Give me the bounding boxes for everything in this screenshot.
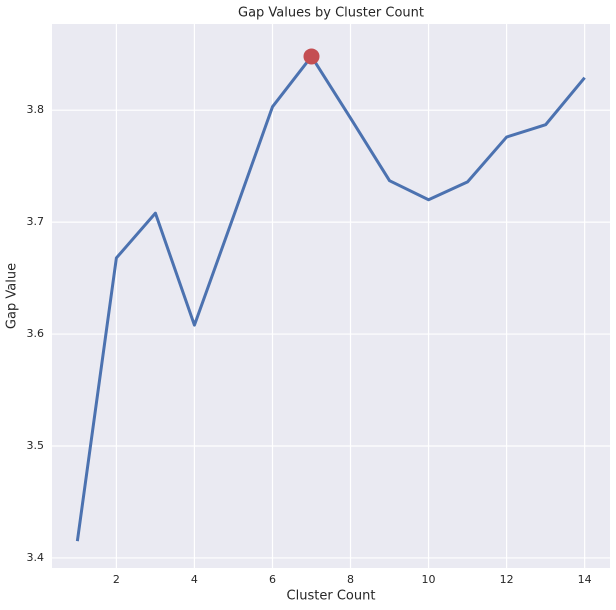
plot-area (52, 24, 610, 568)
y-tick-label: 3.5 (27, 439, 45, 452)
x-tick-label: 2 (113, 573, 120, 586)
highlight-point (303, 48, 320, 65)
x-tick-label: 12 (500, 573, 514, 586)
y-axis-label: Gap Value (5, 263, 20, 329)
x-tick-label: 6 (269, 573, 276, 586)
x-tick-label: 4 (191, 573, 198, 586)
y-tick-label: 3.8 (27, 103, 45, 116)
line-series (75, 54, 586, 542)
y-tick-label: 3.7 (27, 215, 45, 228)
x-axis-label: Cluster Count (287, 589, 376, 604)
y-tick-label: 3.6 (27, 327, 45, 340)
y-tick-label: 3.4 (27, 551, 45, 564)
x-tick-label: 8 (347, 573, 354, 586)
x-tick-label: 14 (578, 573, 592, 586)
x-tick-label: 10 (422, 573, 436, 586)
chart-title: Gap Values by Cluster Count (238, 6, 424, 21)
